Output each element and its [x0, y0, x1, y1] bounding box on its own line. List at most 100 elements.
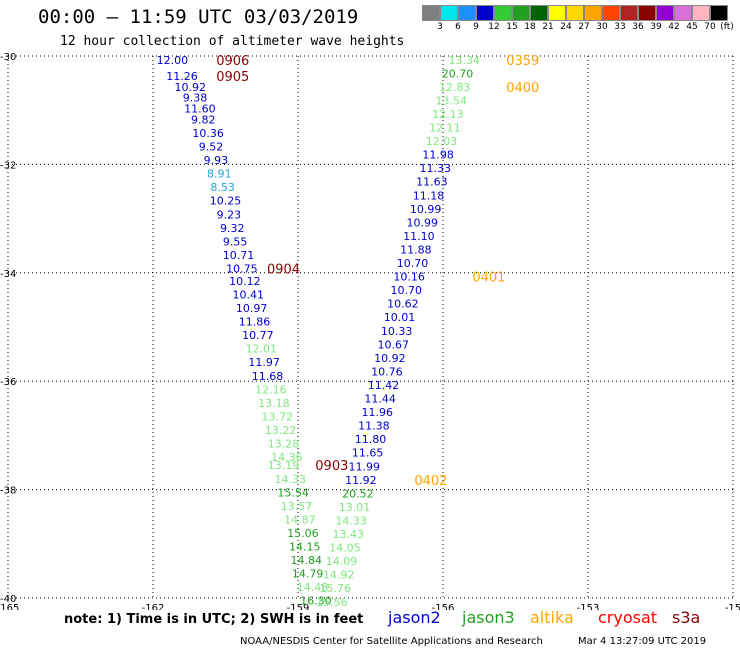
swh-value: 12.83	[439, 81, 471, 94]
swh-value: 11.42	[368, 379, 400, 392]
swh-value: 11.88	[400, 243, 432, 256]
legend-tick-label: 33	[614, 22, 626, 32]
legend-swatch	[710, 5, 728, 21]
swh-value: 10.99	[406, 216, 438, 229]
swh-value: 13.19	[268, 459, 300, 472]
legend-swatch	[512, 5, 530, 21]
swh-value: 9.55	[223, 235, 248, 248]
legend-swatch	[476, 5, 494, 21]
swh-value: 11.10	[403, 230, 435, 243]
swh-value: 14.79	[292, 568, 324, 581]
swh-value: 11.92	[345, 474, 377, 487]
swh-value: 10.71	[223, 249, 255, 262]
swh-value: 20.52	[342, 487, 374, 500]
swh-value: 10.33	[381, 325, 413, 338]
pass-time-label: 0401	[472, 271, 505, 286]
legend-tick-label: 3	[437, 22, 443, 32]
pass-time-label: 0904	[267, 262, 300, 277]
swh-value: 11.80	[355, 433, 387, 446]
satellite-name-jason3: jason3	[462, 608, 515, 627]
swh-value: 14.15	[289, 541, 321, 554]
satellite-name-cryosat: cryosat	[598, 608, 658, 627]
swh-value: 12.16	[255, 383, 287, 396]
swh-value: 15.06	[287, 527, 319, 540]
units-note: note: 1) Time is in UTC; 2) SWH is in fe…	[64, 612, 364, 627]
swh-value: 11.96	[362, 406, 394, 419]
swh-value: 11.86	[239, 316, 271, 329]
swh-value: 13.57	[281, 500, 313, 513]
pass-time-label: 0906	[216, 54, 249, 69]
swh-value: 10.25	[210, 195, 242, 208]
swh-value: 11.65	[352, 447, 384, 460]
swh-value: 10.36	[192, 127, 224, 140]
swh-value: 11.63	[416, 176, 448, 189]
swh-value: 14.87	[284, 513, 316, 526]
swh-value: 14.36	[271, 451, 303, 464]
swh-value: 11.97	[248, 356, 280, 369]
legend-swatch	[440, 5, 458, 21]
swh-value: 13.28	[268, 438, 300, 451]
swh-value: 12.11	[429, 122, 461, 135]
lon-tick-label: -159	[287, 603, 310, 610]
swh-value: 10.77	[242, 329, 274, 342]
swh-value: 11.99	[348, 460, 380, 473]
legend-swatch	[656, 5, 674, 21]
color-scale-labels: 3 6 9 12 15 18 21 24 27 30 33 36 39 42 45 70 (ft)	[422, 22, 740, 34]
swh-value: 11.68	[252, 370, 284, 383]
legend-swatch	[602, 5, 620, 21]
credit-line: NOAA/NESDIS Center for Satellite Applica…	[240, 636, 543, 647]
swh-value: 14.92	[323, 569, 355, 582]
legend-swatch	[548, 5, 566, 21]
legend-tick-label: 9	[473, 22, 479, 32]
swh-value: 11.44	[364, 393, 396, 406]
legend-tick-label: 21	[542, 22, 554, 32]
legend-tick-label: 36	[632, 22, 644, 32]
swh-value: 14.33	[335, 514, 367, 527]
legend-tick-label: 15	[506, 22, 518, 32]
lat-tick-label: -40	[0, 594, 16, 605]
page-subtitle: 12 hour collection of altimeter wave hei…	[60, 34, 405, 49]
swh-value: 10.99	[410, 203, 442, 216]
swh-value: 10.01	[384, 311, 416, 324]
legend-swatch	[530, 5, 548, 21]
legend-swatch	[620, 5, 638, 21]
swh-value: 10.70	[397, 257, 429, 270]
swh-value: 10.75	[226, 262, 258, 275]
swh-value: 14.09	[326, 555, 358, 568]
swh-value: 10.41	[232, 288, 264, 301]
satellite-name-s3a: s3a	[672, 608, 701, 627]
legend-swatch	[566, 5, 584, 21]
swh-value: 15.76	[319, 582, 351, 595]
legend-swatch	[638, 5, 656, 21]
lon-tick-label: -162	[142, 603, 165, 610]
legend-tick-label: 6	[455, 22, 461, 32]
swh-value: 13.72	[261, 410, 293, 423]
swh-value: 13.34	[449, 54, 481, 67]
legend-tick-label: 39	[650, 22, 662, 32]
swh-value: 10.67	[377, 338, 409, 351]
swh-value: 13.43	[333, 528, 365, 541]
swh-value: 15.54	[277, 486, 309, 499]
legend-swatch	[494, 5, 512, 21]
swh-value: 9.52	[199, 141, 224, 154]
legend-tick-label: 70	[704, 22, 716, 32]
wave-height-map: -165 -162 -159 -156 -153 -15 -30 -32 -34 -36 -38 -4…	[0, 52, 740, 610]
swh-value: 11.98	[422, 149, 454, 162]
page-title: 00:00 – 11:59 UTC 03/03/2019	[38, 6, 359, 28]
legend-swatch	[422, 5, 440, 21]
lon-tick-label: -165	[0, 603, 19, 610]
swh-value: 15.36	[304, 608, 336, 610]
swh-value: 14.05	[329, 542, 361, 555]
swh-value: 11.33	[420, 162, 452, 175]
swh-value: 11.60	[184, 103, 216, 116]
swh-value: 9.32	[220, 222, 245, 235]
lat-tick-label: -38	[0, 486, 16, 497]
legend-swatch	[584, 5, 602, 21]
swh-value: 11.26	[166, 70, 198, 83]
swh-value: 10.92	[174, 81, 206, 94]
color-scale-legend	[422, 5, 728, 21]
legend-tick-label: 30	[596, 22, 608, 32]
swh-value: 12.13	[432, 108, 464, 121]
swh-value: 16.30	[300, 595, 332, 608]
satellite-name-altika: altika	[530, 608, 574, 627]
